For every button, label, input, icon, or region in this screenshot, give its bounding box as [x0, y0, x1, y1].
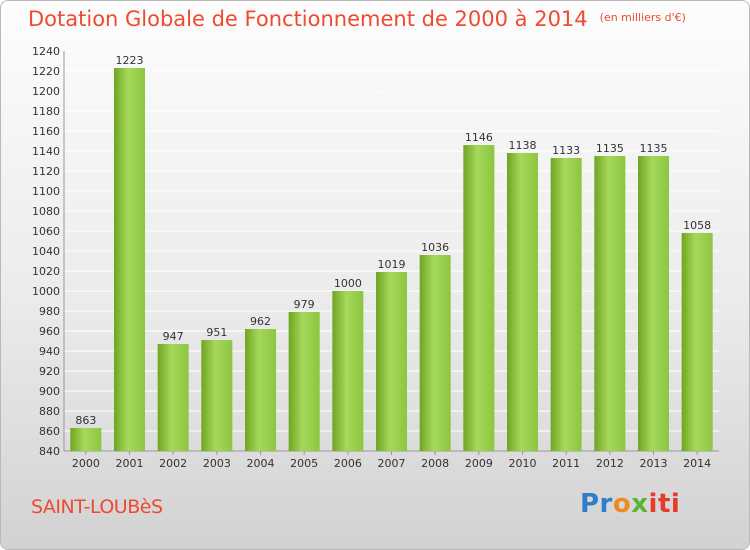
- x-tick-label: 2011: [552, 457, 580, 470]
- x-tick-label: 2005: [290, 457, 318, 470]
- bar-2013: [638, 156, 669, 451]
- x-tick-label: 2014: [683, 457, 711, 470]
- proxiti-logo: Proxiti: [580, 489, 680, 519]
- x-tick-label: 2002: [159, 457, 187, 470]
- x-tick-label: 2003: [203, 457, 231, 470]
- y-tick-label: 1020: [32, 265, 60, 278]
- bar-2004: [245, 329, 276, 451]
- logo-part-2: o: [612, 489, 632, 519]
- x-tick-label: 2013: [640, 457, 668, 470]
- y-tick-label: 920: [39, 365, 60, 378]
- data-label: 1058: [683, 219, 711, 232]
- data-label: 1146: [465, 131, 493, 144]
- x-tick-label: 2009: [465, 457, 493, 470]
- logo-part-4: iti: [648, 489, 681, 519]
- bar-2003: [201, 340, 233, 451]
- y-axis: 840 860 880 900 920 940 960 980 1000 1020 1040 1060…: [32, 45, 719, 458]
- y-tick-label: 1140: [32, 145, 60, 158]
- data-labels: 863 1223 947 951 962 979 1000 1019 1036 1146 1138 1…: [75, 54, 711, 427]
- bar-2005: [288, 312, 320, 451]
- data-label: 1019: [378, 258, 406, 271]
- x-axis: 2000 2001 2002 2003 2004 2005 2006 2007 2008 2009…: [72, 451, 711, 470]
- title-text: Dotation Globale de Fonctionnement de 20…: [28, 7, 588, 31]
- data-label: 962: [250, 315, 271, 328]
- y-tick-label: 1200: [32, 85, 60, 98]
- data-label: 1000: [334, 277, 362, 290]
- commune-name: SAINT-LOUBèS: [31, 496, 163, 518]
- y-tick-label: 1220: [32, 65, 60, 78]
- bar-2002: [157, 344, 189, 451]
- y-tick-label: 1100: [32, 185, 60, 198]
- y-tick-label: 1180: [32, 105, 60, 118]
- bar-2010: [507, 153, 538, 451]
- bar-2011: [550, 158, 582, 451]
- data-label: 1036: [421, 241, 449, 254]
- x-tick-label: 2001: [116, 457, 144, 470]
- unit-text: (en milliers d'€): [599, 11, 686, 24]
- data-label: 1138: [509, 139, 537, 152]
- bar-2006: [332, 291, 364, 451]
- x-tick-label: 2000: [72, 457, 100, 470]
- bar-2009: [463, 145, 495, 451]
- data-label: 979: [294, 298, 315, 311]
- x-tick-label: 2004: [247, 457, 275, 470]
- y-tick-label: 880: [39, 405, 60, 418]
- bar-2012: [594, 156, 626, 451]
- x-tick-label: 2012: [596, 457, 624, 470]
- y-tick-label: 940: [39, 345, 60, 358]
- data-label: 1223: [116, 54, 144, 67]
- logo-part-3: x: [631, 489, 649, 519]
- bar-2001: [114, 68, 145, 451]
- bars: [70, 68, 713, 451]
- bar-2007: [376, 272, 407, 451]
- y-tick-label: 960: [39, 325, 60, 338]
- bar-2008: [419, 255, 451, 451]
- x-tick-label: 2008: [421, 457, 449, 470]
- y-tick-label: 1040: [32, 245, 60, 258]
- data-label: 1135: [596, 142, 624, 155]
- bar-2000: [70, 428, 102, 451]
- y-tick-label: 980: [39, 305, 60, 318]
- y-tick-label: 860: [39, 425, 60, 438]
- y-tick-label: 1060: [32, 225, 60, 238]
- y-tick-label: 840: [39, 445, 60, 458]
- data-label: 947: [163, 330, 184, 343]
- data-label: 1135: [640, 142, 668, 155]
- y-tick-label: 1120: [32, 165, 60, 178]
- data-label: 951: [206, 326, 227, 339]
- y-tick-label: 1240: [32, 45, 60, 58]
- y-tick-label: 1080: [32, 205, 60, 218]
- data-label: 1133: [552, 144, 580, 157]
- data-label: 863: [75, 414, 96, 427]
- x-tick-label: 2006: [334, 457, 362, 470]
- chart-title: Dotation Globale de Fonctionnement de 20…: [28, 7, 686, 31]
- x-tick-label: 2007: [378, 457, 406, 470]
- y-tick-label: 900: [39, 385, 60, 398]
- y-tick-label: 1000: [32, 285, 60, 298]
- logo-part-1: Pr: [580, 489, 613, 519]
- x-tick-label: 2010: [509, 457, 537, 470]
- bar-2014: [681, 233, 713, 451]
- y-tick-label: 1160: [32, 125, 60, 138]
